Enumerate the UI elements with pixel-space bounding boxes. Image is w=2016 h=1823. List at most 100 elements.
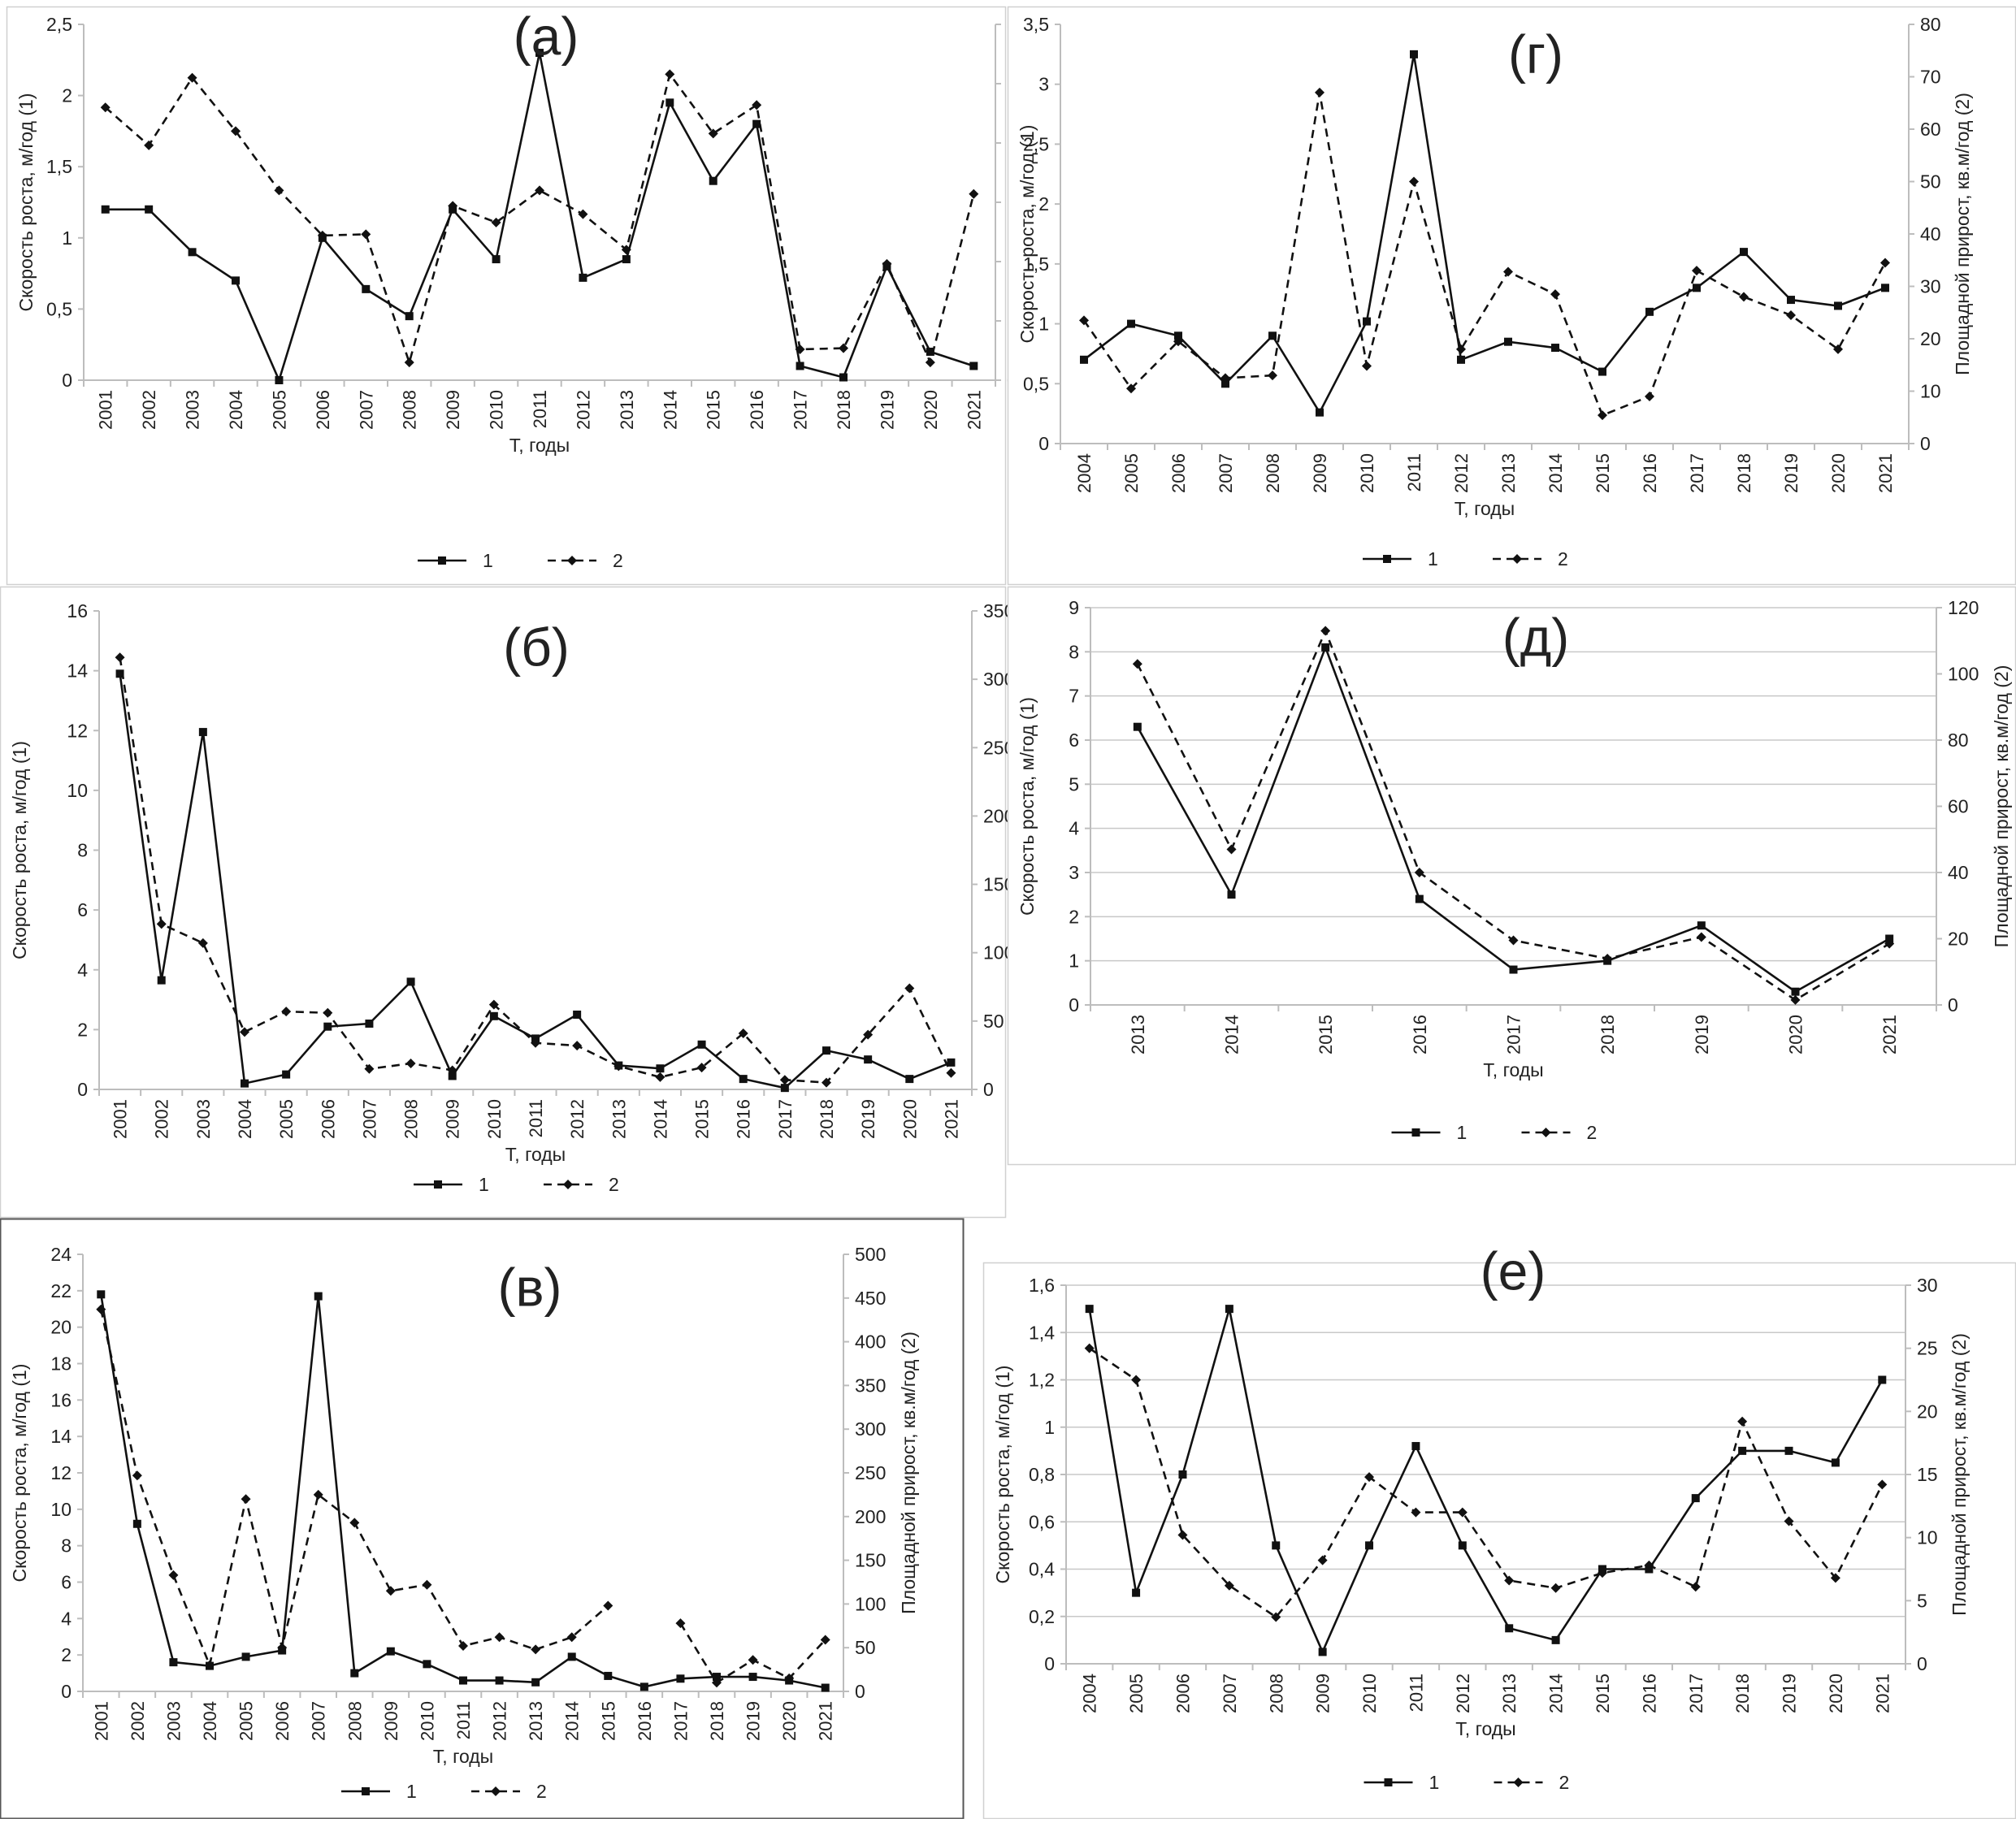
- x-tick-label: 2016: [734, 1099, 754, 1139]
- x-tick-label: 2008: [400, 390, 420, 430]
- series-1-point: [676, 1674, 685, 1683]
- y-left-tick-label: 0,2: [1029, 1606, 1055, 1627]
- series-2-point: [156, 919, 167, 929]
- series-1-point: [639, 1682, 648, 1691]
- x-tick-label: 2004: [1080, 1674, 1100, 1713]
- series-1-point: [1697, 921, 1706, 930]
- series-2-point: [531, 1644, 541, 1655]
- series-2-point: [1364, 1472, 1375, 1483]
- x-tick-label: 2015: [598, 1701, 618, 1741]
- x-tick-label: 2013: [1499, 1674, 1520, 1713]
- y-left-tick-label: 1,2: [1029, 1370, 1055, 1391]
- legend-marker-1: [438, 556, 446, 565]
- x-tick-label: 2002: [128, 1701, 148, 1741]
- chart-panel-e: 0 0,2 0,4 0,6 0,8 1 1,2 1,4 1,6 0 5 10 15 20 25 30 2004 2…: [982, 1241, 2016, 1820]
- series-2-point: [578, 209, 588, 219]
- series-1-point: [1458, 1541, 1467, 1550]
- series-1-point: [423, 1660, 431, 1669]
- series-1-point: [1791, 987, 1800, 996]
- y-left-tick-label: 1,6: [1029, 1275, 1055, 1296]
- series-1-point: [97, 1290, 106, 1299]
- series-1-point: [1225, 1305, 1233, 1314]
- x-tick-label: 2012: [1451, 453, 1472, 493]
- x-tick-label: 2011: [1406, 1674, 1426, 1712]
- legend-label-1: 1: [1428, 548, 1438, 569]
- series-2-point: [313, 1489, 323, 1500]
- x-tick-label: 2010: [484, 1099, 505, 1139]
- x-tick-label: 2008: [1266, 1674, 1286, 1713]
- y-right-tick-label: 250: [855, 1462, 886, 1483]
- x-tick-label: 2003: [163, 1701, 184, 1741]
- y-right-tick-label: 100: [1948, 664, 1979, 685]
- x-tick-label: 2021: [964, 390, 984, 430]
- y-right-tick-label: 50: [983, 1011, 1004, 1032]
- y-left-axis-title: Скорость роста, м/год (1): [15, 93, 37, 312]
- series-2-point: [349, 1518, 360, 1528]
- series-2-point: [1079, 315, 1089, 326]
- x-tick-label: 2005: [1126, 1674, 1147, 1713]
- y-left-axis-title: Скорость роста, м/год (1): [9, 1364, 30, 1583]
- series-2-point: [488, 999, 499, 1010]
- series-1-point: [1693, 284, 1701, 292]
- series-1-point: [713, 1673, 721, 1682]
- y-left-tick-label: 22: [50, 1280, 72, 1301]
- y-left-tick-label: 16: [50, 1389, 72, 1410]
- series-1-point: [1080, 355, 1088, 364]
- y-right-tick-label: 60: [1948, 796, 1969, 817]
- x-tick-label: 2011: [530, 390, 550, 428]
- series-2-point: [566, 1632, 577, 1643]
- y-right-tick-label: 500: [855, 1244, 886, 1265]
- y-right-tick-label: 25: [1917, 1338, 1938, 1359]
- series-2-point: [1739, 292, 1749, 302]
- legend-marker-1: [362, 1787, 370, 1795]
- x-tick-label: 2021: [1875, 453, 1896, 493]
- legend-marker-2: [563, 1180, 573, 1189]
- series-1-point: [748, 1673, 757, 1682]
- series-2-point: [1737, 1416, 1748, 1427]
- series-1-point: [275, 376, 284, 384]
- x-tick-label: 2007: [1216, 453, 1236, 493]
- y-right-tick-label: 60: [1920, 119, 1941, 140]
- x-tick-label: 2017: [775, 1099, 796, 1139]
- series-1-point: [567, 1652, 576, 1661]
- series-2-point: [1315, 87, 1324, 97]
- series-2-point: [187, 72, 197, 83]
- x-tick-label: 2017: [791, 390, 811, 430]
- x-tick-label: 2014: [650, 1099, 670, 1139]
- x-tick-label: 2019: [858, 1099, 878, 1139]
- series-1-point: [926, 347, 934, 356]
- y-right-tick-label: 80: [1920, 14, 1941, 35]
- x-tick-label: 2013: [1498, 453, 1519, 493]
- y-left-tick-label: 4: [1069, 818, 1079, 839]
- series-2-point: [1224, 1580, 1234, 1591]
- series-2-point: [1457, 1507, 1468, 1518]
- series-1-point: [282, 1070, 291, 1079]
- series-1-point: [1221, 379, 1229, 388]
- series-1-point: [1740, 248, 1748, 257]
- series-2-point: [1084, 1343, 1095, 1353]
- panel-frame: [0, 1218, 965, 1820]
- series-1-point: [1691, 1494, 1700, 1503]
- x-tick-label: 2009: [443, 1099, 463, 1139]
- x-tick-label: 2007: [359, 1099, 379, 1139]
- x-tick-label: 2018: [1734, 453, 1754, 493]
- panel-frame: [1007, 586, 2016, 1166]
- series-1-point: [1645, 307, 1654, 316]
- series-2-point: [1696, 932, 1706, 942]
- legend-marker-2: [1541, 1128, 1551, 1137]
- x-tick-label: 2005: [236, 1701, 257, 1741]
- series-1-point: [323, 1022, 332, 1031]
- y-left-tick-label: 12: [67, 720, 88, 741]
- series-1-point: [604, 1671, 613, 1680]
- series-2-point: [1602, 953, 1613, 963]
- x-tick-label: 2019: [1692, 1015, 1712, 1054]
- y-left-axis-title: Скорость роста, м/год (1): [1017, 697, 1038, 916]
- x-tick-label: 2012: [567, 1099, 587, 1139]
- series-2-point: [1786, 310, 1796, 320]
- series-2-point: [1409, 176, 1419, 187]
- y-left-tick-label: 0,6: [1029, 1511, 1055, 1532]
- x-tick-label: 2018: [834, 390, 854, 430]
- y-right-tick-label: 120: [1948, 597, 1979, 618]
- y-left-axis-title: Скорость роста, м/год (1): [9, 741, 30, 959]
- x-tick-label: 2020: [1828, 453, 1849, 493]
